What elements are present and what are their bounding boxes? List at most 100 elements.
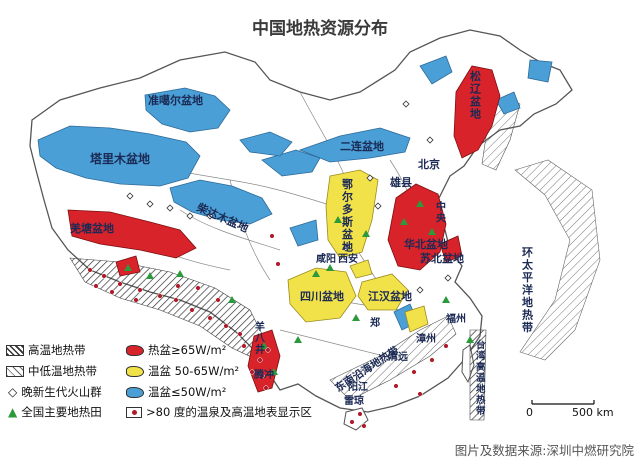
legend-high-temp-label: 高温地热带: [28, 343, 86, 357]
map-label-junggar: 准噶尔盆地: [148, 93, 203, 107]
geothermal-field-marker: [326, 264, 334, 271]
geothermal-field-marker: [270, 368, 278, 375]
scale-bar: [531, 400, 595, 405]
legend-hot-basin-label: 热盆≥65W/m²: [148, 343, 227, 357]
volcano-marker: [426, 136, 434, 144]
huabei-basin: [387, 183, 447, 271]
map-label-yangbajing-char: 井: [255, 343, 265, 356]
hatch-high-icon: [6, 344, 24, 356]
triangle-icon: ▲: [8, 405, 18, 419]
map-label-qingyuan: 清远: [388, 350, 408, 363]
volcano-marker: [126, 192, 134, 200]
map-label-songliao-char: 盆: [469, 94, 482, 108]
geothermal-field-marker: [428, 228, 436, 235]
legend-volcano: ◇ 晚新生代火山群: [8, 384, 102, 400]
map-label-ordos-char: 多: [342, 202, 353, 216]
hot-spring-dot-icon: [126, 406, 142, 418]
map-label-ordos-char: 鄂: [342, 177, 353, 191]
volcano-marker: [402, 100, 410, 108]
hot-spring-marker: [117, 281, 123, 287]
hot-spring-marker: [133, 297, 139, 303]
hot-spring-marker: [257, 357, 263, 363]
hot-spring-marker: [349, 419, 355, 425]
hot-spring-marker: [265, 347, 271, 353]
hot-spring-marker: [137, 287, 143, 293]
legend-high-temp-belt: 高温地热带: [6, 342, 86, 358]
hot-spring-marker: [249, 369, 255, 375]
pacific-belt-hatch: [514, 159, 601, 361]
hot-spring-marker: [241, 343, 247, 349]
map-label-leizhou: 雷琼: [344, 394, 364, 407]
map-label-beijing: 北京: [418, 157, 440, 171]
hot-spring-marker: [417, 391, 423, 397]
mid-basin-swatch-icon: [126, 365, 144, 377]
volcano-marker: [374, 202, 382, 210]
map-label-zhengzhou: 郑: [370, 316, 380, 329]
erlian-basin: [298, 127, 411, 163]
map-label-yangbajing-char: 羊: [255, 320, 265, 333]
map-label-zhangzhou: 漳州: [416, 332, 436, 345]
hot-spring-marker: [443, 343, 449, 349]
hot-spring-marker: [411, 369, 417, 375]
geothermal-field-marker: [260, 342, 268, 349]
map-label-zhongyang-char: 央: [436, 212, 447, 225]
geothermal-field-marker: [312, 270, 320, 277]
diamond-icon: ◇: [8, 385, 18, 399]
map-label-jianghan: 江汉盆地: [368, 289, 412, 303]
hot-spring-marker: [263, 385, 269, 391]
map-label-zhongyang-char: 中: [436, 200, 446, 213]
subei-basin-extra: [439, 235, 463, 263]
hot-spring-marker: [429, 357, 435, 363]
junggar-basin: [144, 87, 231, 133]
map-title: 中国地热资源分布: [252, 19, 388, 39]
map-label-huabei: 华北盆地: [404, 237, 448, 251]
legend-warm-basin: 温盆≤50W/m²: [126, 384, 226, 400]
warm-basin-swatch-icon: [126, 386, 144, 398]
map-label-taiwan_belt-char: 地: [476, 383, 486, 395]
hot-spring-marker: [393, 383, 399, 389]
hot-spring-marker: [195, 285, 201, 291]
sichuan-basin: [287, 267, 357, 323]
jianghan-basin: [357, 273, 409, 311]
map-label-songliao-char: 地: [470, 107, 481, 121]
qaidam-basin: [169, 179, 273, 225]
tarim-basin: [37, 125, 201, 187]
map-label-subei: 苏北盆地: [420, 251, 464, 265]
volcano-marker: [366, 174, 374, 182]
hot-spring-marker: [357, 411, 363, 417]
map-label-taiwan_belt-char: 温: [476, 372, 486, 384]
map-label-ordos-char: 地: [342, 240, 353, 254]
yunnan-red: [247, 329, 281, 393]
ne-blue-3: [495, 91, 521, 115]
geothermal-field-marker: [362, 230, 370, 237]
volcano-marker: [166, 204, 174, 212]
geothermal-field-marker: [228, 296, 236, 303]
map-label-taiwan_belt-char: 带: [476, 405, 486, 417]
map-legend: 高温地热带 中低温地热带 ◇ 晚新生代火山群 ▲ 全国主要地热田 热盆≥65W/…: [6, 342, 336, 424]
gansu-basin-blue: [261, 149, 321, 177]
songliao-basin: [453, 65, 501, 159]
map-label-fuzhou: 福州: [445, 312, 466, 325]
legend-mid-low-temp-belt: 中低温地热带: [6, 363, 97, 379]
map-label-pacific_belt-char: 带: [522, 320, 533, 334]
central-blue-1: [289, 219, 319, 247]
map-label-yangbajing-char: 八: [254, 333, 266, 345]
geothermal-field-marker: [400, 218, 408, 225]
volcano-marker: [206, 212, 214, 220]
legend-mid-basin-label: 温盆 50-65W/m²: [148, 364, 240, 378]
hot-spring-marker: [189, 307, 195, 313]
geothermal-field-marker: [124, 264, 132, 271]
hatch-low-icon: [6, 365, 24, 377]
volcano-marker: [342, 244, 350, 252]
map-label-taiwan_belt-char: 高: [476, 361, 486, 373]
geothermal-field-marker: [146, 272, 154, 279]
hot-spring-marker: [175, 283, 181, 289]
map-label-taiwan_belt-char: 热: [476, 394, 486, 406]
hot-spring-marker: [101, 273, 107, 279]
hot-spring-marker: [237, 331, 243, 337]
map-label-pacific_belt-char: 热: [522, 308, 533, 322]
yellow-small-1: [404, 305, 429, 333]
map-label-pacific_belt-char: 洋: [522, 283, 533, 297]
volcano-marker: [186, 212, 194, 220]
legend-mid-basin: 温盆 50-65W/m²: [126, 363, 239, 379]
